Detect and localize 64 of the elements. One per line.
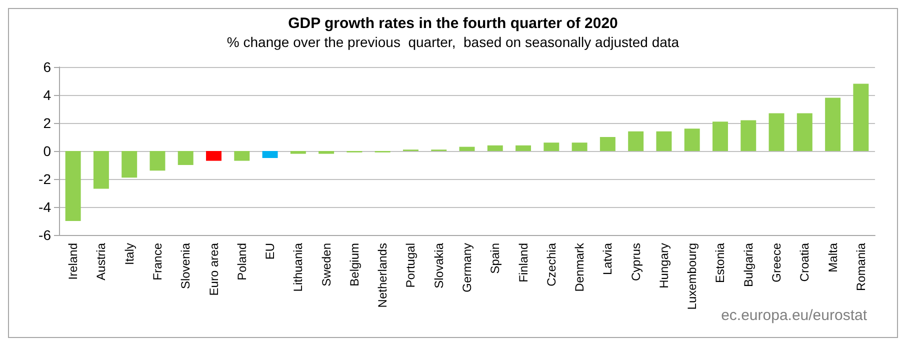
bar	[825, 98, 841, 151]
bar	[628, 131, 644, 151]
bar	[178, 151, 194, 165]
x-tick-label: Hungary	[656, 243, 671, 288]
bar	[290, 151, 306, 154]
x-tick-label: Slovakia	[432, 242, 446, 288]
y-tick-label: 6	[43, 59, 52, 75]
bar	[516, 145, 532, 151]
bar	[206, 151, 222, 161]
x-tick-label: Austria	[94, 242, 108, 280]
x-tick-label: Sweden	[319, 243, 334, 286]
x-tick-label: Slovenia	[178, 242, 193, 290]
x-tick-label: Spain	[488, 243, 502, 274]
x-tick-label: Euro area	[206, 242, 221, 296]
bar	[318, 151, 334, 154]
bar	[572, 142, 588, 151]
y-tick-label: -2	[38, 171, 52, 187]
x-tick-label: Poland	[234, 243, 249, 280]
bar	[740, 120, 756, 151]
y-tick-label: -4	[38, 199, 52, 215]
x-tick-label: Croatia	[798, 242, 812, 282]
bar	[65, 151, 81, 221]
x-tick-label: Czechia	[544, 242, 558, 286]
bar	[487, 145, 503, 151]
bar	[853, 84, 869, 151]
x-tick-label: Germany	[460, 243, 474, 292]
x-tick-label: Denmark	[572, 242, 587, 292]
bar	[234, 151, 250, 161]
x-tick-label: Bulgaria	[741, 242, 756, 288]
bar	[684, 128, 700, 151]
x-tick-label: Lithuania	[291, 242, 306, 292]
bar	[656, 131, 672, 151]
x-tick-label: Estonia	[713, 242, 728, 284]
text: ec.europa.eu/eurostat	[721, 307, 868, 324]
bar	[768, 113, 784, 151]
x-tick-label: Cyprus	[628, 243, 643, 282]
y-tick-label: 4	[43, 87, 52, 103]
x-tick-label: Malta	[826, 242, 840, 272]
x-tick-label: Finland	[516, 243, 530, 282]
bar	[262, 151, 278, 158]
x-tick-label: Ireland	[66, 243, 80, 280]
bar	[122, 151, 138, 178]
x-tick-label: EU	[263, 243, 278, 260]
y-tick-label: 0	[43, 143, 52, 159]
bar	[459, 146, 475, 151]
y-tick-label: -6	[38, 227, 52, 243]
x-tick-label: Luxembourg	[685, 243, 700, 310]
x-tick-label: Netherlands	[376, 243, 390, 308]
bar	[150, 151, 166, 171]
x-tick-label: Italy	[122, 243, 136, 266]
bar	[796, 113, 812, 151]
x-tick-label: Belgium	[347, 243, 362, 286]
bar	[712, 122, 728, 151]
x-tick-label: Latvia	[600, 242, 615, 276]
bar	[93, 151, 109, 189]
bar	[544, 142, 560, 151]
x-tick-label: Portugal	[404, 243, 418, 288]
x-tick-label: Greece	[770, 242, 784, 282]
y-tick-label: 2	[43, 115, 52, 131]
chart-title: GDP growth rates in the fourth quarter of 2020	[288, 15, 618, 32]
bar	[600, 137, 616, 151]
chart-subtitle: % change over the previous quarter, based on seasonally adjusted data	[226, 34, 680, 50]
x-tick-label: France	[150, 242, 164, 280]
x-tick-label: Romania	[854, 242, 868, 292]
